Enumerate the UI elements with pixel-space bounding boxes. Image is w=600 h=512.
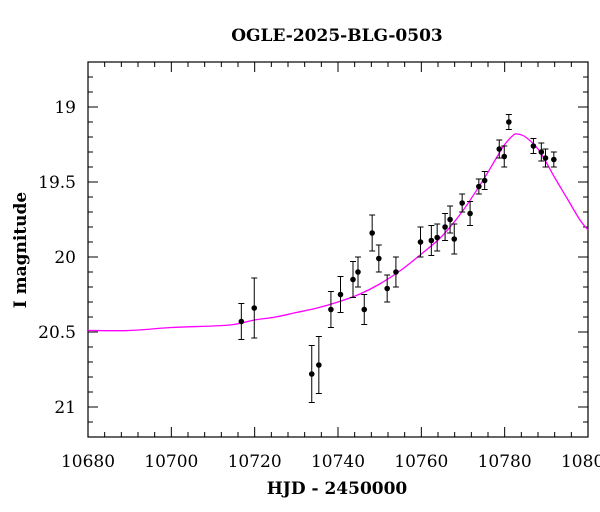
data-point xyxy=(467,210,473,217)
x-tick-label: 10720 xyxy=(228,452,282,472)
data-point xyxy=(355,269,361,275)
data-point xyxy=(451,236,458,242)
data-point xyxy=(481,177,488,184)
data-point xyxy=(369,230,375,236)
data-point xyxy=(417,239,424,245)
data-point xyxy=(384,285,390,292)
x-axis-label: HJD - 2450000 xyxy=(267,479,408,499)
data-point xyxy=(538,149,545,155)
data-points-layer xyxy=(238,114,557,403)
data-point xyxy=(238,318,245,325)
x-axis-tick-labels: 10680 10700 10720 10740 10760 10780 10800 xyxy=(61,452,600,472)
data-point xyxy=(316,362,322,368)
y-tick-label: 20.5 xyxy=(38,323,76,343)
data-point xyxy=(476,183,482,190)
data-point xyxy=(328,306,334,313)
x-tick-label: 10740 xyxy=(311,452,365,472)
data-point xyxy=(530,143,537,149)
y-tick-label: 19.5 xyxy=(38,173,76,193)
data-point xyxy=(434,234,440,241)
data-point xyxy=(501,153,508,160)
x-tick-label: 10780 xyxy=(478,452,532,472)
data-point xyxy=(393,269,399,275)
data-point xyxy=(442,224,448,230)
data-point xyxy=(428,237,435,244)
model-curve-layer xyxy=(87,133,589,332)
data-point xyxy=(459,200,465,206)
y-tick-label: 20 xyxy=(54,248,76,268)
data-point xyxy=(337,291,344,298)
data-point xyxy=(496,146,503,152)
x-tick-label: 10680 xyxy=(61,452,115,472)
x-tick-label: 10700 xyxy=(144,452,198,472)
plot-frame xyxy=(87,61,589,438)
x-tick-label: 10760 xyxy=(394,452,448,472)
data-point xyxy=(376,255,382,262)
y-axis-tick-labels: 19 19.5 20 20.5 21 xyxy=(38,98,76,418)
x-tick-label: 10800 xyxy=(561,452,600,472)
chart-title: OGLE-2025-BLG-0503 xyxy=(231,26,443,46)
data-point xyxy=(447,216,453,223)
data-point xyxy=(251,305,258,311)
data-point xyxy=(350,276,356,283)
data-point xyxy=(361,306,368,313)
data-point xyxy=(542,155,549,161)
y-axis-label: I magnitude xyxy=(11,192,31,309)
data-point xyxy=(308,371,315,377)
y-tick-label: 21 xyxy=(54,398,76,418)
model-curve xyxy=(87,133,589,332)
y-tick-label: 19 xyxy=(54,98,76,118)
data-point xyxy=(506,119,512,125)
x-axis-ticks xyxy=(87,62,589,437)
data-point xyxy=(551,156,557,163)
y-axis-ticks xyxy=(88,61,588,438)
